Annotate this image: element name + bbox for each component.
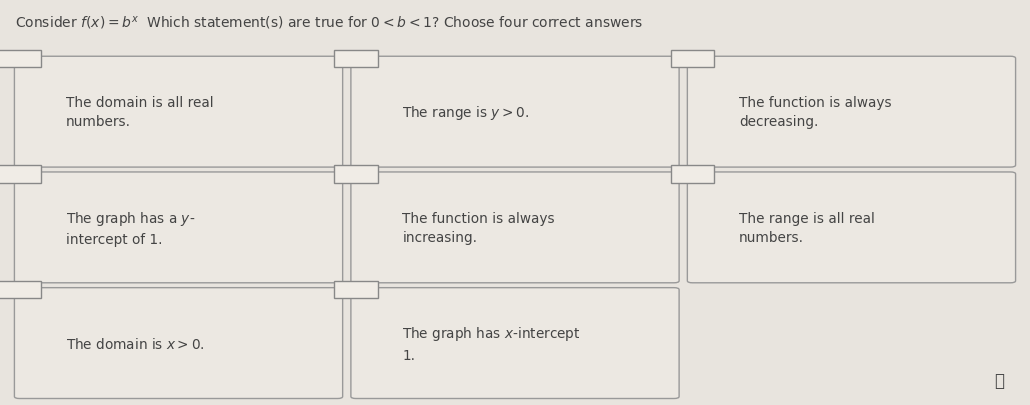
Text: The graph has a $y$-
intercept of 1.: The graph has a $y$- intercept of 1. (66, 209, 196, 247)
Text: 👆: 👆 (994, 371, 1004, 389)
FancyBboxPatch shape (335, 51, 378, 68)
FancyBboxPatch shape (0, 166, 41, 183)
Text: The range is all real
numbers.: The range is all real numbers. (739, 211, 874, 245)
Text: The domain is all real
numbers.: The domain is all real numbers. (66, 96, 213, 129)
Text: The range is $y > 0$.: The range is $y > 0$. (403, 103, 529, 122)
Text: Consider $f(x) = b^x$  Which statement(s) are true for $0 < b < 1$? Choose four : Consider $f(x) = b^x$ Which statement(s)… (15, 14, 644, 31)
FancyBboxPatch shape (351, 173, 679, 283)
FancyBboxPatch shape (335, 281, 378, 298)
Text: The function is always
decreasing.: The function is always decreasing. (739, 96, 892, 129)
FancyBboxPatch shape (14, 57, 343, 168)
FancyBboxPatch shape (351, 288, 679, 399)
FancyBboxPatch shape (335, 166, 378, 183)
FancyBboxPatch shape (351, 57, 679, 168)
FancyBboxPatch shape (671, 166, 714, 183)
FancyBboxPatch shape (14, 173, 343, 283)
FancyBboxPatch shape (687, 173, 1016, 283)
FancyBboxPatch shape (0, 51, 41, 68)
FancyBboxPatch shape (14, 288, 343, 399)
Text: The graph has $x$-intercept
1.: The graph has $x$-intercept 1. (403, 324, 581, 362)
FancyBboxPatch shape (0, 281, 41, 298)
Text: The domain is $x > 0$.: The domain is $x > 0$. (66, 336, 205, 351)
FancyBboxPatch shape (671, 51, 714, 68)
FancyBboxPatch shape (687, 57, 1016, 168)
Text: The function is always
increasing.: The function is always increasing. (403, 211, 555, 245)
